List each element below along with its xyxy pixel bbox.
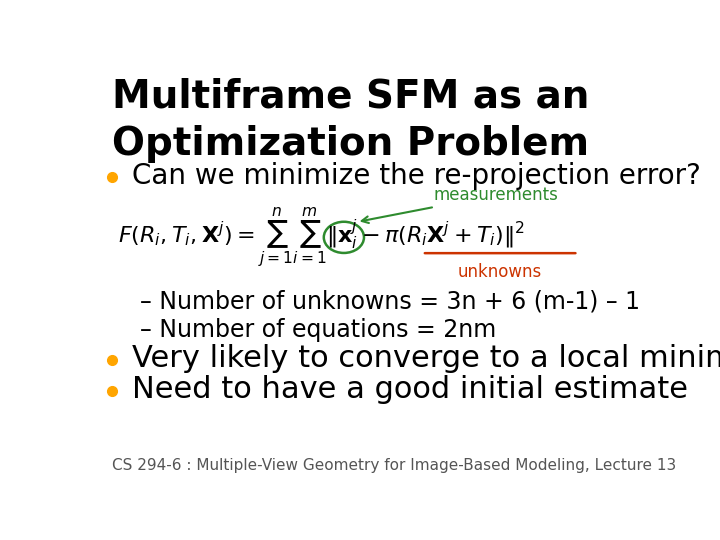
Text: unknowns: unknowns [458, 263, 542, 281]
Text: Very likely to converge to a local minima: Very likely to converge to a local minim… [132, 345, 720, 373]
Text: – Number of unknowns = 3n + 6 (m-1) – 1: – Number of unknowns = 3n + 6 (m-1) – 1 [140, 289, 640, 313]
Text: Can we minimize the re-projection error?: Can we minimize the re-projection error? [132, 162, 701, 190]
Text: Need to have a good initial estimate: Need to have a good initial estimate [132, 375, 688, 404]
Text: measurements: measurements [361, 186, 558, 223]
Text: – Number of equations = 2nm: – Number of equations = 2nm [140, 319, 497, 342]
Text: Multiframe SFM as an: Multiframe SFM as an [112, 77, 590, 115]
Text: CS 294-6 : Multiple-View Geometry for Image-Based Modeling, Lecture 13: CS 294-6 : Multiple-View Geometry for Im… [112, 458, 677, 473]
Text: $F(R_i, T_i, \mathbf{X}^j) = \sum_{j=1}^{n} \sum_{i=1}^{m} \|\mathbf{x}_i^j - \p: $F(R_i, T_i, \mathbf{X}^j) = \sum_{j=1}^… [118, 205, 525, 269]
Text: Optimization Problem: Optimization Problem [112, 125, 590, 163]
